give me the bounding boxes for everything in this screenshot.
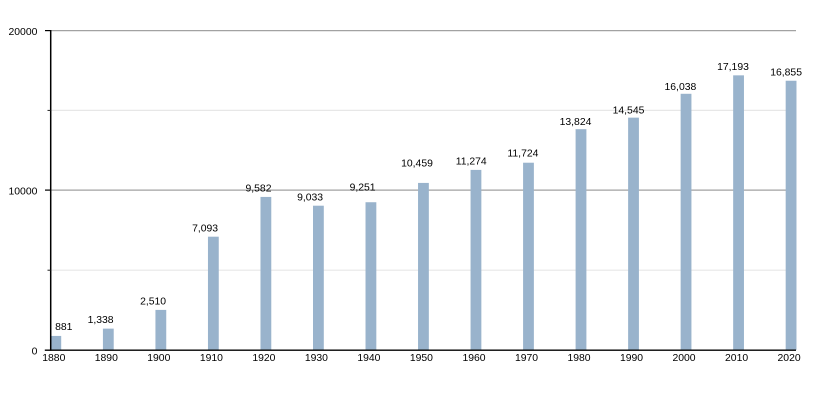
svg-text:14,545: 14,545 [613,105,645,116]
svg-text:2020: 2020 [778,353,801,364]
svg-text:2000: 2000 [672,353,695,364]
svg-text:1990: 1990 [620,353,643,364]
svg-text:1980: 1980 [567,353,590,364]
svg-text:1920: 1920 [252,353,275,364]
svg-text:1940: 1940 [357,353,380,364]
svg-text:1890: 1890 [95,353,118,364]
svg-text:1,338: 1,338 [88,315,114,326]
svg-text:1970: 1970 [515,353,538,364]
svg-text:9,033: 9,033 [297,193,323,204]
svg-text:11,274: 11,274 [456,156,487,167]
svg-text:9,251: 9,251 [350,183,376,194]
svg-text:1910: 1910 [200,353,223,364]
svg-text:2010: 2010 [725,353,748,364]
svg-text:1960: 1960 [462,353,485,364]
svg-text:10,459: 10,459 [401,159,433,170]
svg-text:1950: 1950 [410,353,433,364]
svg-text:2,510: 2,510 [140,297,166,308]
svg-text:0: 0 [32,346,38,357]
svg-text:7,093: 7,093 [192,224,218,235]
svg-text:10000: 10000 [8,186,37,197]
svg-text:1900: 1900 [147,353,170,364]
svg-text:13,824: 13,824 [560,117,592,128]
svg-text:9,582: 9,582 [245,184,271,195]
svg-text:16,038: 16,038 [665,82,697,93]
svg-text:20000: 20000 [8,27,37,38]
svg-text:11,724: 11,724 [507,149,538,160]
svg-text:16,855: 16,855 [770,68,802,79]
svg-text:17,193: 17,193 [717,62,749,73]
svg-text:1930: 1930 [305,353,328,364]
svg-text:1880: 1880 [42,353,65,364]
svg-text:881: 881 [55,322,73,333]
